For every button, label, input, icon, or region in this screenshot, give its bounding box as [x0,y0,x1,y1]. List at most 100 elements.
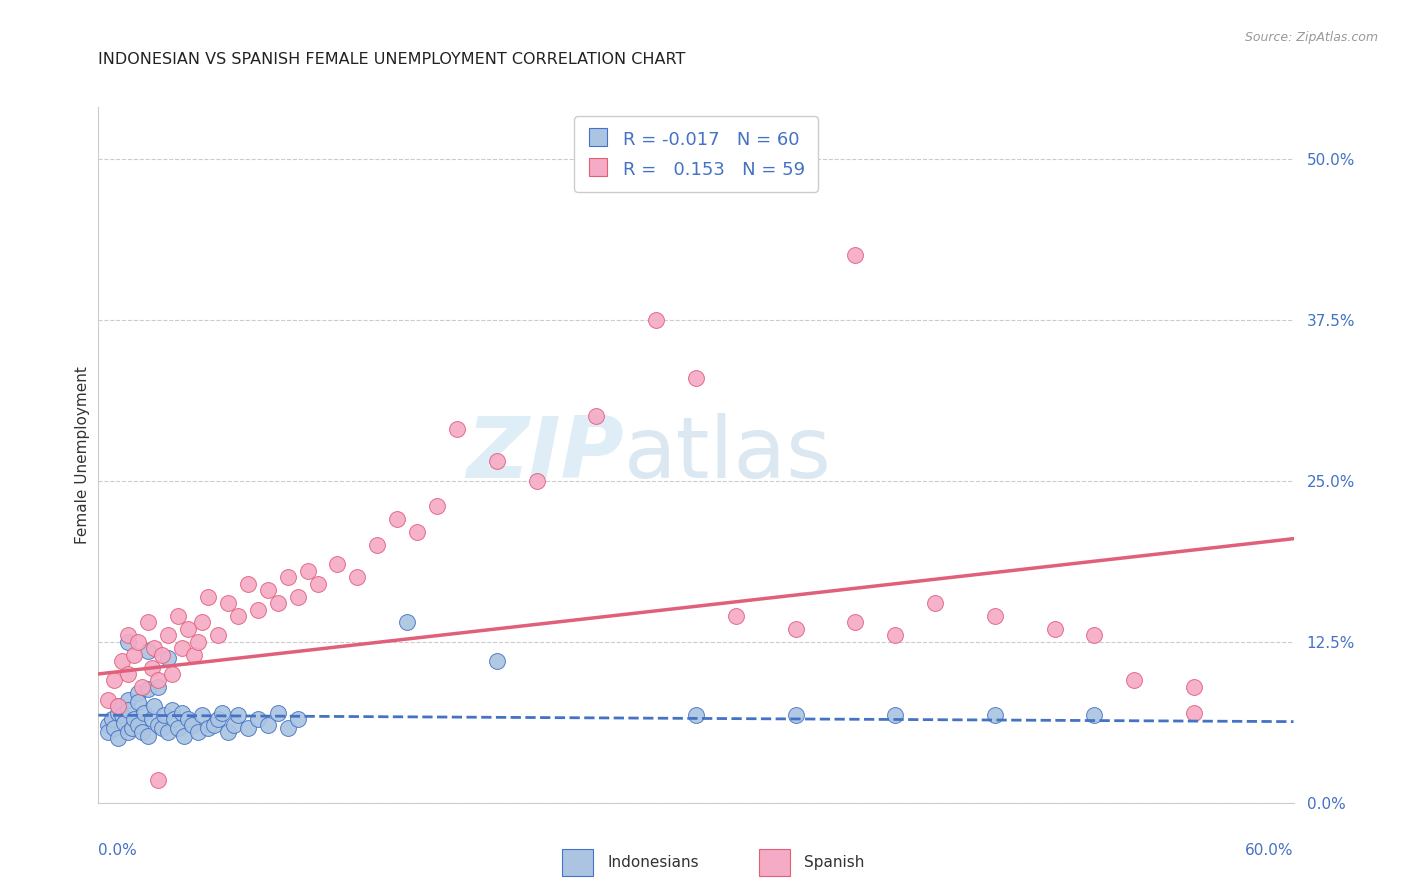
Point [136,644,159,658]
Point [112,715,135,730]
Point [134,706,156,720]
Point [167,609,190,624]
Point [177,712,200,726]
Point [117,703,139,717]
Point [183,648,205,662]
Point [153,708,176,723]
Point [485,654,508,668]
Point [277,721,299,735]
Point [426,500,449,514]
Point [267,596,290,610]
Point [226,708,249,723]
Point [217,596,239,610]
Point [127,686,149,700]
Point [163,712,186,726]
Point [172,706,194,720]
Point [136,615,159,630]
Point [277,570,299,584]
Point [256,583,278,598]
Point [97,692,120,706]
Point [1043,622,1066,636]
Point [107,706,129,720]
Point [844,615,866,630]
Point [207,628,229,642]
Point [117,628,139,642]
Point [172,641,194,656]
Y-axis label: Female Unemployment: Female Unemployment [75,366,90,544]
Point [236,576,259,591]
Point [121,721,143,735]
Point [211,706,233,720]
Point [148,680,170,694]
Text: ZIP: ZIP [467,413,624,497]
Point [157,628,180,642]
Point [131,680,153,694]
Point [143,699,166,714]
Point [107,699,129,714]
Point [173,729,195,743]
Point [127,634,149,648]
Point [236,721,259,735]
Point [267,706,290,720]
Point [1083,708,1105,723]
Text: Spanish: Spanish [804,855,865,870]
Point [984,609,1007,624]
Legend: R = -0.017   N = 60, R =   0.153   N = 59: R = -0.017 N = 60, R = 0.153 N = 59 [574,116,818,192]
Point [326,558,349,572]
Point [217,725,239,739]
Point [396,615,419,630]
Point [526,474,548,488]
Point [157,651,180,665]
Point [150,648,173,662]
Point [785,622,807,636]
Point [148,673,170,688]
Point [202,718,225,732]
Text: Indonesians: Indonesians [607,855,699,870]
Point [181,718,204,732]
Point [287,712,309,726]
Point [148,718,170,732]
Point [160,703,183,717]
Point [101,712,124,726]
Point [141,712,163,726]
Point [197,590,219,604]
Point [884,708,907,723]
Point [1182,706,1205,720]
Text: atlas: atlas [624,413,832,497]
Point [117,667,139,681]
Point [446,422,468,436]
Point [131,725,153,739]
Point [226,609,249,624]
Point [141,660,163,674]
Point [136,729,159,743]
Point [1123,673,1146,688]
Point [685,708,707,723]
Point [485,454,508,468]
Point [136,682,159,697]
Point [148,772,170,787]
Point [924,596,946,610]
Point [1182,680,1205,694]
Point [191,615,214,630]
Point [124,648,146,662]
Point [297,564,319,578]
Point [150,721,173,735]
Point [585,409,607,424]
Point [117,692,139,706]
Point [97,725,120,739]
Point [107,699,129,714]
Point [385,512,409,526]
Point [127,695,149,709]
Point [191,708,214,723]
Point [246,602,269,616]
Point [97,718,120,732]
Point [785,708,807,723]
Point [685,370,707,384]
Point [160,667,183,681]
Point [117,725,139,739]
Text: Source: ZipAtlas.com: Source: ZipAtlas.com [1244,31,1378,45]
Point [187,725,209,739]
Point [984,708,1007,723]
Point [222,718,245,732]
Point [167,721,190,735]
